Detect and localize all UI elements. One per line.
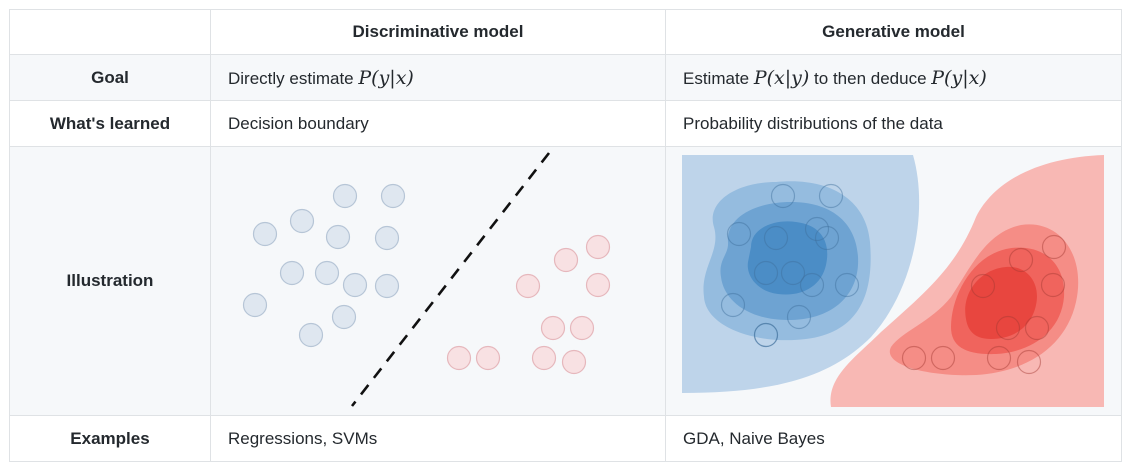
red-point: [553, 247, 579, 273]
goal-generative: Estimate P(x|y) to then deduce P(y|x): [665, 54, 1122, 101]
blue-sample-point: [834, 272, 860, 298]
red-sample-point: [901, 345, 927, 371]
learned-discriminative: Decision boundary: [210, 100, 666, 147]
header-row: Discriminative model Generative model: [9, 9, 1122, 55]
blue-sample-point: [818, 183, 844, 209]
blue-point: [331, 304, 357, 330]
blue-sample-point: [753, 260, 779, 286]
blue-sample-point: [720, 292, 746, 318]
blue-point: [325, 224, 351, 250]
distribution-plot: [682, 155, 1104, 407]
learned-label: What's learned: [9, 100, 211, 147]
blue-point: [374, 225, 400, 251]
red-sample-point: [1024, 315, 1050, 341]
blue-sample-point: [814, 225, 840, 251]
illustration-row: Illustration: [9, 146, 1122, 416]
blue-sample-point: [799, 272, 825, 298]
goal-discriminative: Directly estimate P(y|x): [210, 54, 666, 101]
generative-illustration: [665, 146, 1122, 416]
red-sample-point: [986, 345, 1012, 371]
goal-label: Goal: [9, 54, 211, 101]
blue-point: [298, 322, 324, 348]
examples-discriminative: Regressions, SVMs: [210, 415, 666, 462]
red-point: [446, 345, 472, 371]
examples-label: Examples: [9, 415, 211, 462]
blue-sample-point: [780, 260, 806, 286]
blue-contour-4: [747, 221, 828, 295]
goal-gen-text-2: to then deduce: [809, 68, 932, 88]
red-point: [540, 315, 566, 341]
learned-row: What's learned Decision boundary Probabi…: [9, 100, 1122, 147]
blue-point: [314, 260, 340, 286]
examples-generative: GDA, Naive Bayes: [665, 415, 1122, 462]
goal-row: Goal Directly estimate P(y|x) Estimate P…: [9, 54, 1122, 101]
examples-row: Examples Regressions, SVMs GDA, Naive Ba…: [9, 415, 1122, 462]
red-contour-4: [965, 266, 1037, 339]
red-point: [585, 272, 611, 298]
learned-generative: Probability distributions of the data: [665, 100, 1122, 147]
header-generative: Generative model: [665, 9, 1122, 55]
blue-sample-point: [753, 322, 779, 348]
comparison-table: Discriminative model Generative model Go…: [9, 9, 1122, 462]
red-sample-point: [1008, 247, 1034, 273]
goal-gen-text-1: Estimate: [683, 68, 754, 88]
blue-sample-point: [726, 221, 752, 247]
red-sample-point: [1016, 349, 1042, 375]
red-sample-point: [930, 345, 956, 371]
red-sample-point: [970, 273, 996, 299]
red-point: [531, 345, 557, 371]
blue-point: [332, 183, 358, 209]
red-sample-point: [995, 315, 1021, 341]
goal-gen-formula-1: P(x|y): [753, 66, 810, 89]
blue-point: [242, 292, 268, 318]
blue-sample-point: [753, 322, 779, 348]
red-point: [569, 315, 595, 341]
red-sample-point: [1041, 234, 1067, 260]
red-point: [585, 234, 611, 260]
red-point: [515, 273, 541, 299]
corner-cell: [9, 9, 211, 55]
red-point: [475, 345, 501, 371]
blue-point: [380, 183, 406, 209]
illustration-label: Illustration: [9, 146, 211, 416]
blue-point: [252, 221, 278, 247]
goal-disc-text: Directly estimate: [228, 68, 359, 88]
red-sample-point: [1040, 272, 1066, 298]
red-point: [561, 349, 587, 375]
blue-sample-point: [770, 183, 796, 209]
blue-sample-point: [786, 304, 812, 330]
header-discriminative: Discriminative model: [210, 9, 666, 55]
decision-boundary-plot: [242, 152, 611, 407]
blue-point: [279, 260, 305, 286]
blue-sample-point: [763, 225, 789, 251]
blue-point: [342, 272, 368, 298]
blue-point: [374, 273, 400, 299]
blue-sample-point: [804, 216, 830, 242]
goal-disc-formula: P(y|x): [358, 66, 414, 89]
goal-gen-formula-2: P(y|x): [931, 66, 987, 89]
blue-point: [289, 208, 315, 234]
discriminative-illustration: [210, 146, 666, 416]
decision-boundary-line: [350, 152, 551, 407]
